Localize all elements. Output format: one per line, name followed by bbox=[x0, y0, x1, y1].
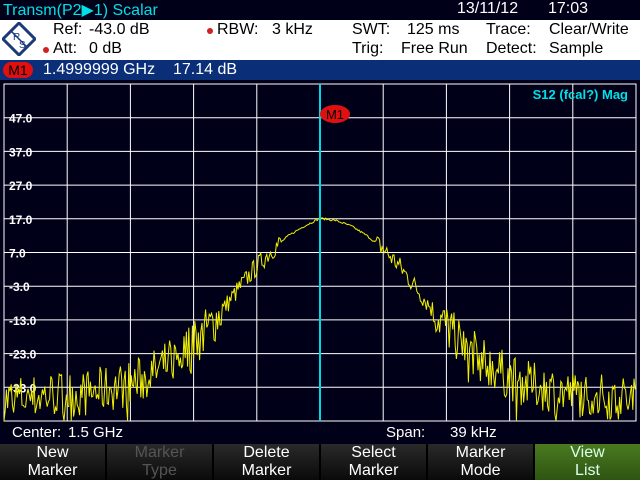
trace-label: Trace: bbox=[486, 21, 531, 38]
trace-label: S12 (fcal?) Mag bbox=[533, 87, 628, 102]
y-tick-label: 17.0 bbox=[9, 213, 33, 227]
marker-type-button[interactable]: Marker Type bbox=[107, 444, 212, 480]
softkey-label: Delete bbox=[243, 444, 290, 461]
detect-value[interactable]: Sample bbox=[549, 40, 604, 57]
trace-value[interactable]: Clear/Write bbox=[549, 21, 629, 38]
trace-chart[interactable]: 47.0 37.0 27.0 17.0 7.0 -3.0 -13.0 -23.0 -33.0 S1… bbox=[0, 80, 640, 422]
marker-mode-button[interactable]: Marker Mode bbox=[428, 444, 533, 480]
y-tick-label: 37.0 bbox=[9, 145, 33, 159]
marker-readout: M1 1.4999999 GHz 17.14 dB bbox=[0, 60, 640, 80]
rohde-schwarz-logo-icon: R S bbox=[2, 22, 36, 56]
measurement-title: Transm(P2▶1) Scalar bbox=[3, 2, 158, 19]
time: 17:03 bbox=[548, 0, 589, 17]
marker-frequency: 1.4999999 GHz bbox=[43, 61, 156, 78]
swt-label: SWT: bbox=[352, 21, 391, 38]
title-bar: Transm(P2▶1) Scalar 13/11/12 17:03 bbox=[0, 0, 640, 20]
y-tick-label: 27.0 bbox=[9, 179, 33, 193]
softkey-label: Type bbox=[142, 462, 177, 479]
rbw-value[interactable]: 3 kHz bbox=[272, 21, 313, 38]
swt-value[interactable]: 125 ms bbox=[407, 21, 460, 38]
softkey-label: Marker bbox=[241, 462, 292, 479]
span-label: Span: bbox=[386, 424, 426, 441]
trig-label: Trig: bbox=[352, 40, 384, 57]
softkey-label: Mode bbox=[460, 462, 501, 479]
marker-level: 17.14 dB bbox=[173, 61, 238, 78]
marker-flag bbox=[320, 105, 350, 123]
spectrum-plot[interactable]: 47.0 37.0 27.0 17.0 7.0 -3.0 -13.0 -23.0 -33.0 S1… bbox=[0, 80, 640, 422]
y-tick-label: -3.0 bbox=[9, 280, 30, 294]
date: 13/11/12 bbox=[457, 0, 519, 17]
att-indicator-icon bbox=[43, 47, 49, 53]
softkey-label: List bbox=[575, 462, 600, 479]
marker-flag-label: M1 bbox=[326, 107, 344, 122]
softkey-label: Marker bbox=[134, 444, 185, 461]
center-label: Center: bbox=[12, 424, 62, 441]
settings-panel: R S Ref: -43.0 dB Att: 0 dB RBW: 3 kHz S… bbox=[0, 20, 640, 60]
softkey-label: View bbox=[570, 444, 605, 461]
softkey-label: Select bbox=[351, 444, 396, 461]
softkey-label: New bbox=[36, 444, 69, 461]
trig-value[interactable]: Free Run bbox=[401, 40, 468, 57]
att-value[interactable]: 0 dB bbox=[89, 40, 122, 57]
span-value[interactable]: 39 kHz bbox=[450, 424, 497, 441]
y-tick-label: -13.0 bbox=[9, 314, 37, 328]
rbw-indicator-icon bbox=[207, 28, 213, 34]
view-list-button[interactable]: View List bbox=[535, 444, 640, 480]
y-tick-label: -33.0 bbox=[9, 381, 37, 395]
delete-marker-button[interactable]: Delete Marker bbox=[214, 444, 319, 480]
new-marker-button[interactable]: New Marker bbox=[0, 444, 105, 480]
att-label: Att: bbox=[53, 40, 78, 57]
softkey-label: Marker bbox=[27, 462, 78, 479]
softkey-bar: New Marker Marker Type Delete Marker Select… bbox=[0, 444, 640, 480]
detect-label: Detect: bbox=[486, 40, 537, 57]
center-value[interactable]: 1.5 GHz bbox=[68, 424, 124, 441]
ref-label: Ref: bbox=[53, 21, 83, 38]
marker-badge: M1 bbox=[3, 62, 33, 78]
softkey-label: Marker bbox=[455, 444, 506, 461]
y-tick-label: 47.0 bbox=[9, 112, 33, 126]
ref-value[interactable]: -43.0 dB bbox=[89, 21, 150, 38]
frequency-footer: Center: 1.5 GHz Span: 39 kHz bbox=[0, 422, 640, 444]
rbw-label: RBW: bbox=[217, 21, 259, 38]
softkey-label: Marker bbox=[348, 462, 399, 479]
y-tick-label: 7.0 bbox=[9, 247, 26, 261]
svg-text:S: S bbox=[19, 40, 26, 51]
select-marker-button[interactable]: Select Marker bbox=[321, 444, 426, 480]
y-tick-label: -23.0 bbox=[9, 348, 37, 362]
